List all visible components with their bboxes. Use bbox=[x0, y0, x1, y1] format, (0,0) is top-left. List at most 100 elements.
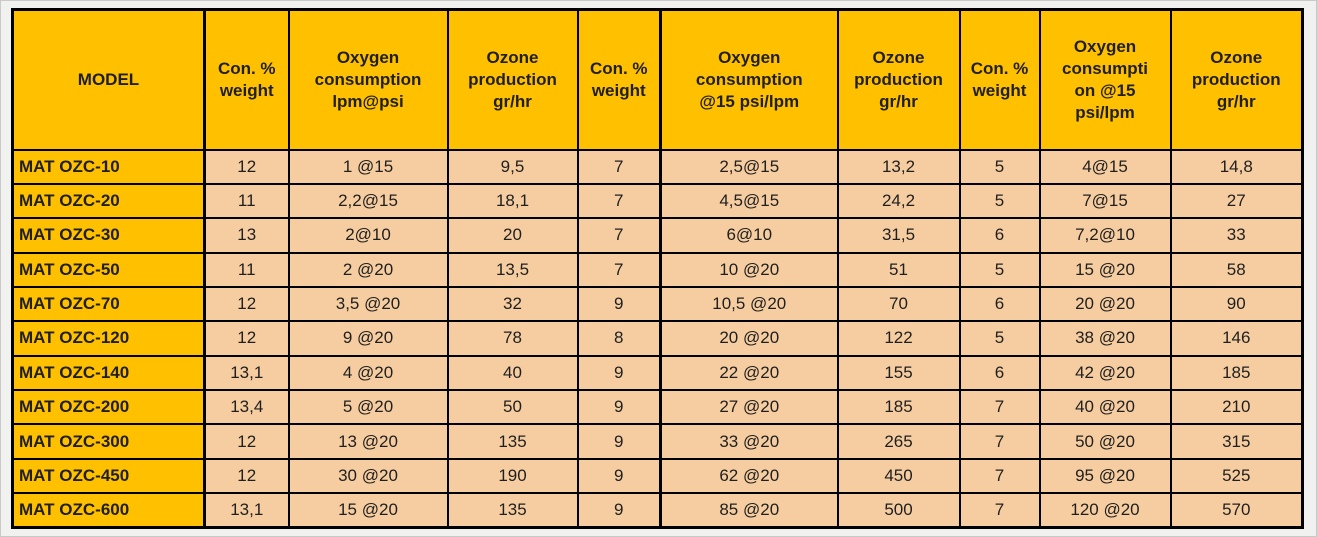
model-cell: MAT OZC-70 bbox=[11, 285, 206, 323]
table-row: MAT OZC-70 12 3,5 @20 32 9 10,5 @20 70 6 20 @20 9… bbox=[11, 285, 1304, 323]
data-cell: 11 bbox=[203, 251, 290, 288]
data-cell: 8 bbox=[576, 320, 662, 357]
model-cell: MAT OZC-30 bbox=[11, 217, 206, 254]
model-cell: MAT OZC-10 bbox=[11, 148, 206, 185]
column-header-ozone-production-3: Ozone production gr/hr bbox=[1169, 8, 1304, 151]
table-header: MODEL Con. % weight Oxygen consumption l… bbox=[11, 8, 1304, 151]
data-cell: 62 @20 bbox=[659, 457, 839, 495]
data-cell: 7 bbox=[576, 217, 662, 254]
data-cell: 13 @20 bbox=[287, 423, 449, 460]
data-cell: 6@10 bbox=[659, 217, 839, 254]
data-cell: 32 bbox=[446, 285, 579, 323]
data-cell: 570 bbox=[1169, 492, 1304, 529]
data-cell: 12 bbox=[203, 148, 290, 185]
table-row: MAT OZC-300 12 13 @20 135 9 33 @20 265 7 50 @20 3… bbox=[11, 423, 1304, 460]
data-cell: 33 @20 bbox=[659, 423, 839, 460]
data-cell: 265 bbox=[836, 423, 961, 460]
model-cell: MAT OZC-200 bbox=[11, 389, 206, 426]
data-cell: 450 bbox=[836, 457, 961, 495]
data-cell: 7 bbox=[576, 182, 662, 220]
table-row: MAT OZC-600 13,1 15 @20 135 9 85 @20 500 7 120 @… bbox=[11, 492, 1304, 529]
data-cell: 38 @20 bbox=[1038, 320, 1172, 357]
data-cell: 1 @15 bbox=[287, 148, 449, 185]
data-cell: 12 bbox=[203, 423, 290, 460]
data-cell: 50 bbox=[446, 389, 579, 426]
data-cell: 155 bbox=[836, 354, 961, 392]
data-cell: 120 @20 bbox=[1038, 492, 1172, 529]
model-cell: MAT OZC-600 bbox=[11, 492, 206, 529]
data-cell: 13,2 bbox=[836, 148, 961, 185]
data-cell: 7 bbox=[958, 457, 1041, 495]
table-row: MAT OZC-200 13,4 5 @20 50 9 27 @20 185 7 40 @20 2… bbox=[11, 389, 1304, 426]
model-cell: MAT OZC-50 bbox=[11, 251, 206, 288]
data-cell: 9 bbox=[576, 354, 662, 392]
data-cell: 525 bbox=[1169, 457, 1304, 495]
data-cell: 27 bbox=[1169, 182, 1304, 220]
data-cell: 500 bbox=[836, 492, 961, 529]
model-cell: MAT OZC-120 bbox=[11, 320, 206, 357]
data-cell: 315 bbox=[1169, 423, 1304, 460]
data-cell: 9 bbox=[576, 285, 662, 323]
column-header-model: MODEL bbox=[11, 8, 206, 151]
data-cell: 20 @20 bbox=[659, 320, 839, 357]
column-header-con-weight-2: Con. % weight bbox=[576, 8, 662, 151]
model-cell: MAT OZC-300 bbox=[11, 423, 206, 460]
data-cell: 40 bbox=[446, 354, 579, 392]
data-cell: 3,5 @20 bbox=[287, 285, 449, 323]
column-header-ozone-production-2: Ozone production gr/hr bbox=[836, 8, 961, 151]
data-cell: 9 bbox=[576, 423, 662, 460]
data-cell: 14,8 bbox=[1169, 148, 1304, 185]
data-cell: 12 bbox=[203, 457, 290, 495]
data-cell: 210 bbox=[1169, 389, 1304, 426]
data-cell: 9 @20 bbox=[287, 320, 449, 357]
data-cell: 190 bbox=[446, 457, 579, 495]
data-cell: 122 bbox=[836, 320, 961, 357]
data-cell: 12 bbox=[203, 320, 290, 357]
column-header-oxygen-consumption-2: Oxygen consumption @15 psi/lpm bbox=[659, 8, 839, 151]
data-cell: 7 bbox=[576, 148, 662, 185]
table-row: MAT OZC-30 13 2@10 20 7 6@10 31,5 6 7,2@10 33 bbox=[11, 217, 1304, 254]
table-row: MAT OZC-120 12 9 @20 78 8 20 @20 122 5 38 @20 146 bbox=[11, 320, 1304, 357]
data-cell: 9 bbox=[576, 389, 662, 426]
data-cell: 185 bbox=[836, 389, 961, 426]
data-cell: 13 bbox=[203, 217, 290, 254]
data-cell: 2@10 bbox=[287, 217, 449, 254]
data-cell: 95 @20 bbox=[1038, 457, 1172, 495]
column-header-ozone-production-1: Ozone production gr/hr bbox=[446, 8, 579, 151]
data-cell: 5 bbox=[958, 251, 1041, 288]
data-cell: 6 bbox=[958, 354, 1041, 392]
model-cell: MAT OZC-450 bbox=[11, 457, 206, 495]
column-header-con-weight-3: Con. % weight bbox=[958, 8, 1041, 151]
data-cell: 135 bbox=[446, 492, 579, 529]
column-header-oxygen-consumption-1: Oxygen consumption lpm@psi bbox=[287, 8, 449, 151]
data-cell: 4@15 bbox=[1038, 148, 1172, 185]
data-cell: 9 bbox=[576, 457, 662, 495]
data-cell: 135 bbox=[446, 423, 579, 460]
column-header-oxygen-consumption-3: Oxygen consumpti on @15 psi/lpm bbox=[1038, 8, 1172, 151]
data-cell: 13,4 bbox=[203, 389, 290, 426]
data-cell: 2 @20 bbox=[287, 251, 449, 288]
data-cell: 42 @20 bbox=[1038, 354, 1172, 392]
data-cell: 27 @20 bbox=[659, 389, 839, 426]
data-cell: 7,2@10 bbox=[1038, 217, 1172, 254]
data-cell: 4,5@15 bbox=[659, 182, 839, 220]
data-cell: 10,5 @20 bbox=[659, 285, 839, 323]
data-cell: 5 bbox=[958, 182, 1041, 220]
data-cell: 7 bbox=[958, 389, 1041, 426]
data-cell: 185 bbox=[1169, 354, 1304, 392]
data-cell: 58 bbox=[1169, 251, 1304, 288]
data-cell: 50 @20 bbox=[1038, 423, 1172, 460]
data-cell: 13,5 bbox=[446, 251, 579, 288]
header-row: MODEL Con. % weight Oxygen consumption l… bbox=[11, 8, 1304, 151]
data-cell: 5 @20 bbox=[287, 389, 449, 426]
data-cell: 90 bbox=[1169, 285, 1304, 323]
data-cell: 4 @20 bbox=[287, 354, 449, 392]
data-cell: 85 @20 bbox=[659, 492, 839, 529]
data-cell: 33 bbox=[1169, 217, 1304, 254]
model-cell: MAT OZC-140 bbox=[11, 354, 206, 392]
table-row: MAT OZC-140 13,1 4 @20 40 9 22 @20 155 6 42 @20 1… bbox=[11, 354, 1304, 392]
table-row: MAT OZC-10 12 1 @15 9,5 7 2,5@15 13,2 5 4@15 14,8 bbox=[11, 148, 1304, 185]
data-cell: 22 @20 bbox=[659, 354, 839, 392]
data-cell: 15 @20 bbox=[287, 492, 449, 529]
data-cell: 30 @20 bbox=[287, 457, 449, 495]
